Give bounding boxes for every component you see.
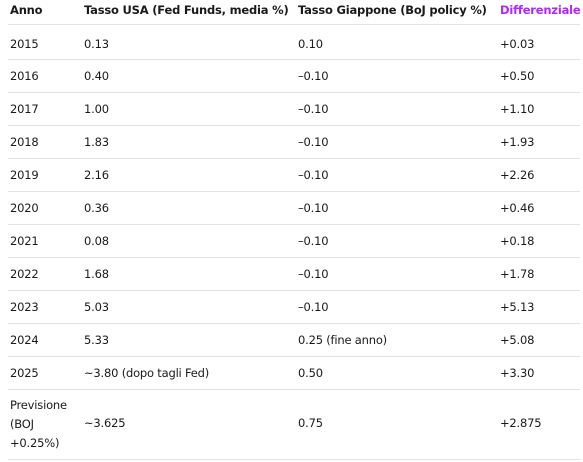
cell-differential: +0.18	[500, 234, 535, 248]
cell-year: 2021	[10, 234, 39, 248]
cell-differential: +0.46	[500, 201, 535, 215]
cell-year: Previsione (BOJ +0.25%)	[10, 398, 67, 450]
header-tasso-usa: Tasso USA (Fed Funds, media %)	[84, 3, 289, 17]
table-row: 2016 0.40 –0.10 +0.50	[8, 59, 580, 93]
cell-year: 2017	[10, 102, 39, 116]
table-row: 2015 0.13 0.10 +0.03	[8, 24, 580, 60]
header-differenziale: Differenziale	[500, 3, 581, 17]
cell-year: 2020	[10, 201, 39, 215]
cell-differential: +5.08	[500, 333, 535, 347]
cell-us-rate: 1.00	[84, 102, 109, 116]
cell-differential: +1.78	[500, 267, 535, 281]
cell-year: 2015	[10, 37, 39, 51]
cell-differential: +2.875	[500, 416, 542, 430]
table-row: 2024 5.33 0.25 (fine anno) +5.08	[8, 323, 580, 357]
cell-us-rate: 1.68	[84, 267, 109, 281]
cell-jp-rate: –0.10	[298, 267, 329, 281]
cell-differential: +3.30	[500, 366, 535, 380]
cell-us-rate: ~3.80 (dopo tagli Fed)	[84, 366, 210, 380]
cell-jp-rate: –0.10	[298, 168, 329, 182]
cell-jp-rate: 0.10	[298, 37, 323, 51]
cell-us-rate: 2.16	[84, 168, 109, 182]
cell-year: 2018	[10, 135, 39, 149]
cell-differential: +0.50	[500, 69, 535, 83]
table-row: Previsione (BOJ +0.25%) ~3.625 0.75 +2.8…	[8, 389, 580, 460]
cell-jp-rate: –0.10	[298, 102, 329, 116]
table-row: 2019 2.16 –0.10 +2.26	[8, 158, 580, 192]
table-row: 2025 ~3.80 (dopo tagli Fed) 0.50 +3.30	[8, 356, 580, 390]
cell-jp-rate: –0.10	[298, 135, 329, 149]
cell-jp-rate: 0.75	[298, 416, 323, 430]
cell-jp-rate: 0.25 (fine anno)	[298, 333, 387, 347]
cell-year: 2022	[10, 267, 39, 281]
cell-us-rate: 5.03	[84, 300, 109, 314]
table-row: 2022 1.68 –0.10 +1.78	[8, 257, 580, 291]
cell-year: 2025	[10, 366, 39, 380]
cell-differential: +1.93	[500, 135, 535, 149]
cell-differential: +1.10	[500, 102, 535, 116]
table-row: 2023 5.03 –0.10 +5.13	[8, 290, 580, 324]
cell-jp-rate: 0.50	[298, 366, 323, 380]
cell-us-rate: ~3.625	[84, 416, 126, 430]
table-header: Anno Tasso USA (Fed Funds, media %) Tass…	[8, 0, 581, 25]
cell-jp-rate: –0.10	[298, 201, 329, 215]
cell-differential: +5.13	[500, 300, 535, 314]
cell-us-rate: 0.08	[84, 234, 109, 248]
table-row: 2021 0.08 –0.10 +0.18	[8, 224, 580, 258]
cell-year: 2024	[10, 333, 39, 347]
cell-jp-rate: –0.10	[298, 69, 329, 83]
cell-differential: +0.03	[500, 37, 535, 51]
cell-us-rate: 0.36	[84, 201, 109, 215]
cell-us-rate: 0.13	[84, 37, 109, 51]
cell-us-rate: 1.83	[84, 135, 109, 149]
cell-jp-rate: –0.10	[298, 234, 329, 248]
cell-year: 2023	[10, 300, 39, 314]
cell-us-rate: 0.40	[84, 69, 109, 83]
table-row: 2017 1.00 –0.10 +1.10	[8, 92, 580, 126]
cell-jp-rate: –0.10	[298, 300, 329, 314]
table-row: 2020 0.36 –0.10 +0.46	[8, 191, 580, 225]
cell-differential: +2.26	[500, 168, 535, 182]
cell-year: 2016	[10, 69, 39, 83]
table-row: 2018 1.83 –0.10 +1.93	[8, 125, 580, 159]
cell-us-rate: 5.33	[84, 333, 109, 347]
header-tasso-giappone: Tasso Giappone (BoJ policy %)	[298, 3, 487, 17]
cell-year: 2019	[10, 168, 39, 182]
header-anno: Anno	[10, 3, 43, 17]
